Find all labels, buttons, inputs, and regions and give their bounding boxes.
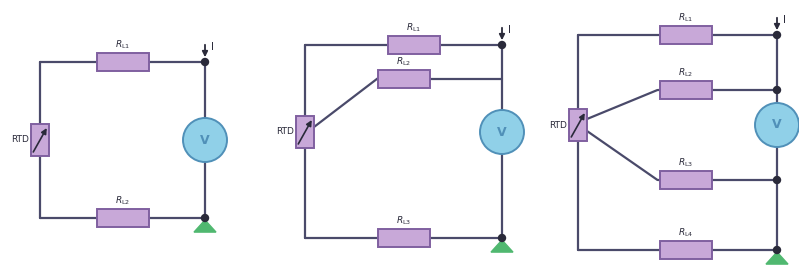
Polygon shape [194,220,216,232]
Text: V: V [497,125,507,139]
Text: $R_{\rm L2}$: $R_{\rm L2}$ [115,195,130,207]
Text: RTD: RTD [549,120,567,129]
Circle shape [201,214,209,221]
Bar [659,241,711,259]
Text: V: V [201,134,210,146]
Text: $R_{\rm L1}$: $R_{\rm L1}$ [406,22,421,34]
Text: RTD: RTD [276,127,294,137]
Text: $R_{\rm L2}$: $R_{\rm L2}$ [678,67,693,79]
Polygon shape [766,252,788,264]
Text: RTD: RTD [11,136,29,144]
Polygon shape [491,240,513,252]
Bar [388,36,439,54]
Circle shape [480,110,524,154]
Circle shape [773,32,781,39]
Circle shape [183,118,227,162]
Bar [377,69,430,87]
Bar [97,53,149,71]
Circle shape [773,176,781,183]
Text: $R_{\rm L3}$: $R_{\rm L3}$ [678,157,693,169]
Text: $R_{\rm L2}$: $R_{\rm L2}$ [396,55,411,67]
Circle shape [755,103,799,147]
Circle shape [201,59,209,66]
Text: V: V [772,118,781,132]
Circle shape [773,246,781,253]
Bar [659,171,711,189]
Text: $R_{\rm L1}$: $R_{\rm L1}$ [678,11,693,24]
Bar [569,109,587,141]
Bar [659,81,711,99]
Bar [659,26,711,44]
Text: I: I [508,25,511,35]
Bar [296,116,314,148]
Circle shape [499,235,506,241]
Bar [97,209,149,227]
Text: $R_{\rm L4}$: $R_{\rm L4}$ [678,227,694,239]
Text: I: I [211,42,214,52]
Bar [377,229,430,247]
Circle shape [773,87,781,94]
Text: I: I [783,15,786,25]
Circle shape [499,41,506,48]
Text: $R_{\rm L1}$: $R_{\rm L1}$ [115,39,130,51]
Text: $R_{\rm L3}$: $R_{\rm L3}$ [396,214,411,227]
Bar [31,124,49,156]
